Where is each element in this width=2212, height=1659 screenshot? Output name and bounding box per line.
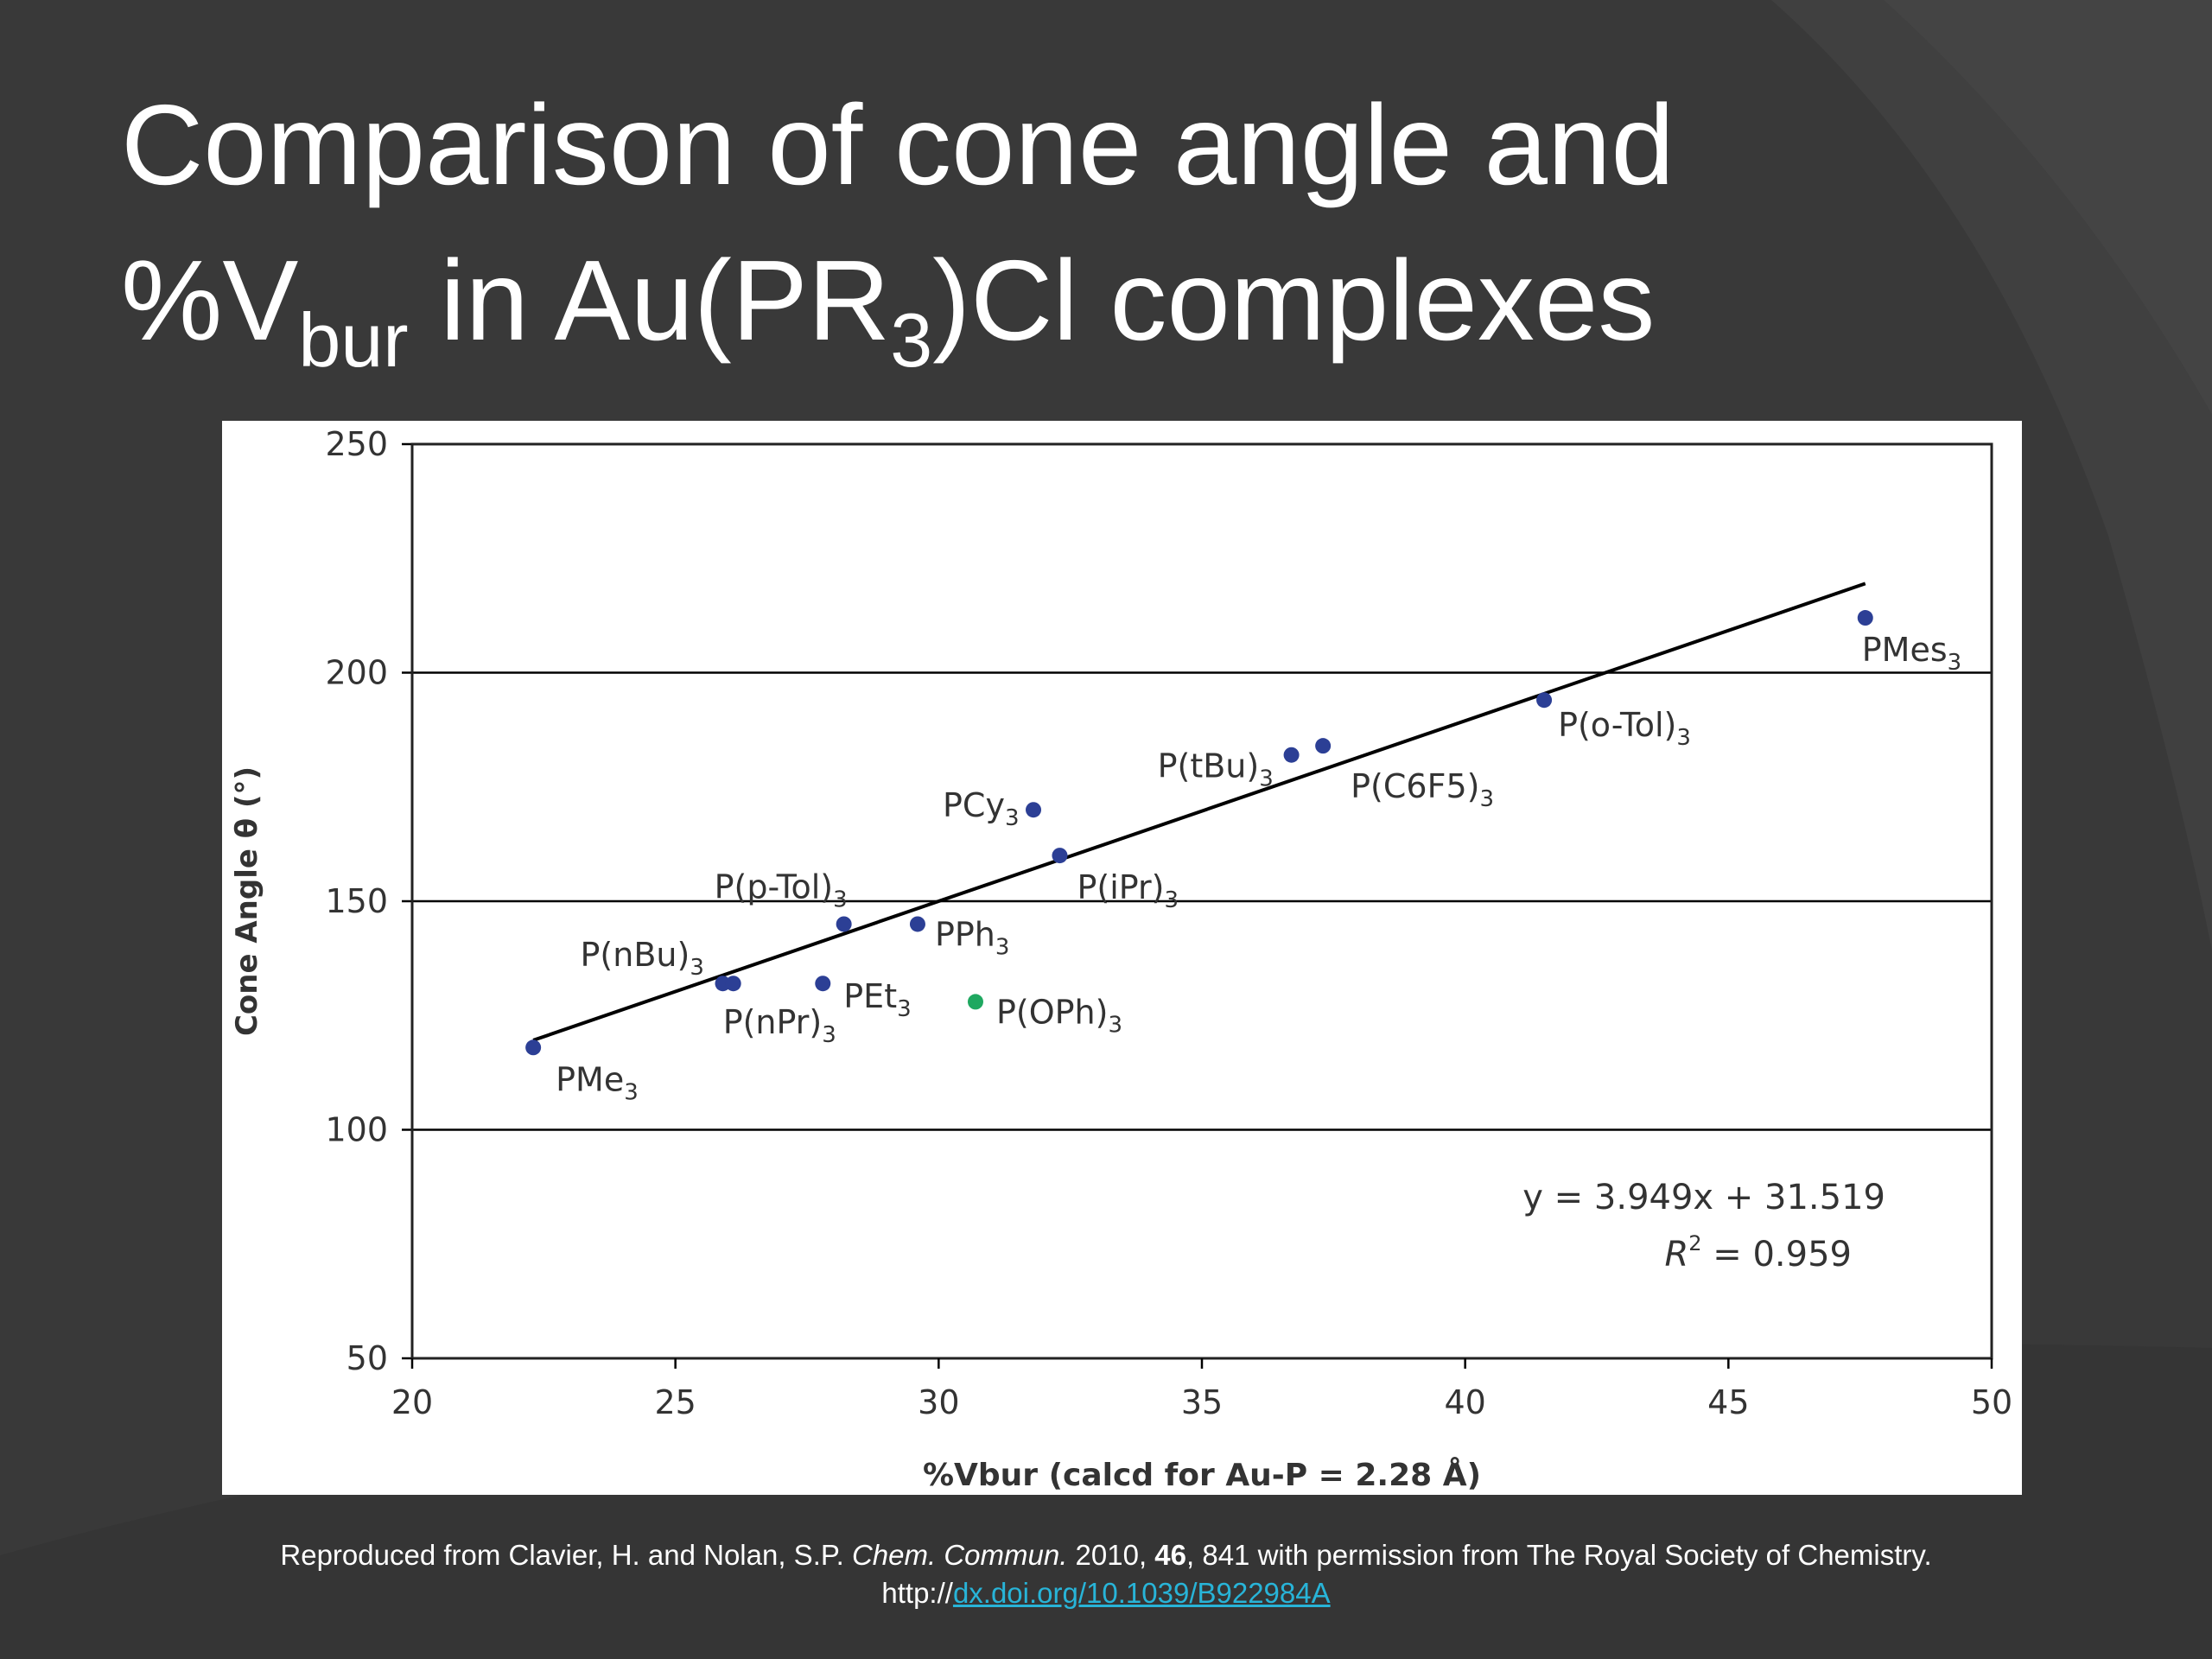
- x-tick-label: 35: [1181, 1383, 1223, 1421]
- point-label: P(iPr)3: [1077, 868, 1179, 913]
- y-tick-label: 250: [325, 425, 388, 463]
- point-label: PEt3: [843, 977, 911, 1022]
- x-tick-label: 20: [391, 1383, 433, 1421]
- point-label: PMes3: [1862, 631, 1961, 676]
- x-tick-label: 30: [918, 1383, 959, 1421]
- point-label: PPh3: [935, 915, 1009, 960]
- data-point: [1315, 738, 1332, 754]
- x-tick-label: 45: [1707, 1383, 1749, 1421]
- point-label: P(o-Tol)3: [1558, 706, 1691, 751]
- data-point: [1052, 848, 1068, 864]
- y-axis-title: Cone Angle θ (°): [230, 766, 264, 1036]
- data-point: [1536, 692, 1553, 709]
- r-squared: R2 = 0.959: [1664, 1231, 1852, 1274]
- citation-caption: Reproduced from Clavier, H. and Nolan, S…: [0, 1536, 2212, 1612]
- citation-line-2: http://dx.doi.org/10.1039/B922984A: [881, 1577, 1331, 1609]
- point-label: P(nBu)3: [581, 936, 704, 981]
- point-label: PMe3: [556, 1060, 639, 1105]
- data-point: [815, 976, 831, 992]
- point-label: P(nPr)3: [723, 1003, 836, 1048]
- data-point: [1026, 802, 1042, 818]
- point-label: P(p-Tol)3: [715, 868, 848, 912]
- fit-equation: y = 3.949x + 31.519: [1522, 1178, 1885, 1217]
- x-axis-title: %Vbur (calcd for Au-P = 2.28 Å): [923, 1457, 1481, 1493]
- x-tick-label: 50: [1971, 1383, 2012, 1421]
- slide-title: Comparison of cone angle and %Vbur in Au…: [121, 67, 2108, 378]
- point-label: P(tBu)3: [1158, 747, 1274, 792]
- data-point: [836, 916, 852, 932]
- title-line-1: Comparison of cone angle and: [121, 81, 1675, 208]
- y-tick-label: 50: [346, 1339, 388, 1377]
- y-tick-label: 150: [325, 882, 388, 920]
- data-point: [1857, 610, 1873, 626]
- point-label: P(C6F5)3: [1351, 767, 1494, 812]
- point-label: P(OPh)3: [996, 993, 1122, 1038]
- title-line-2: %Vbur in Au(PR3)Cl complexes: [121, 237, 1656, 383]
- scatter-chart: 50 100 150 200 250 20 25 30 35 40 45 50 %Vbur (calcd…: [230, 425, 2012, 1493]
- x-tick-label: 25: [654, 1383, 696, 1421]
- data-point: [1283, 747, 1300, 763]
- data-point: [725, 976, 741, 992]
- data-point: [967, 994, 983, 1010]
- doi-link[interactable]: dx.doi.org/10.1039/B922984A: [952, 1577, 1331, 1609]
- chart-panel: 50 100 150 200 250 20 25 30 35 40 45 50 %Vbur (calcd…: [222, 421, 2022, 1495]
- point-label: PCy3: [943, 786, 1019, 831]
- data-point: [909, 916, 925, 932]
- y-tick-label: 100: [325, 1111, 388, 1149]
- y-tick-label: 200: [325, 654, 388, 692]
- regression-line: [532, 582, 1866, 1042]
- data-point: [525, 1039, 542, 1056]
- x-tick-label: 40: [1444, 1383, 1485, 1421]
- citation-line-1: Reproduced from Clavier, H. and Nolan, S…: [280, 1539, 1932, 1571]
